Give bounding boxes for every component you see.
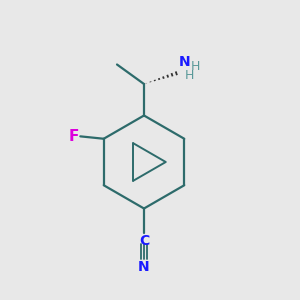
Text: F: F [69,129,79,144]
Text: N: N [179,55,191,69]
Text: H: H [190,60,200,73]
Text: N: N [138,260,150,274]
Text: C: C [139,234,149,248]
Text: H: H [185,69,194,82]
